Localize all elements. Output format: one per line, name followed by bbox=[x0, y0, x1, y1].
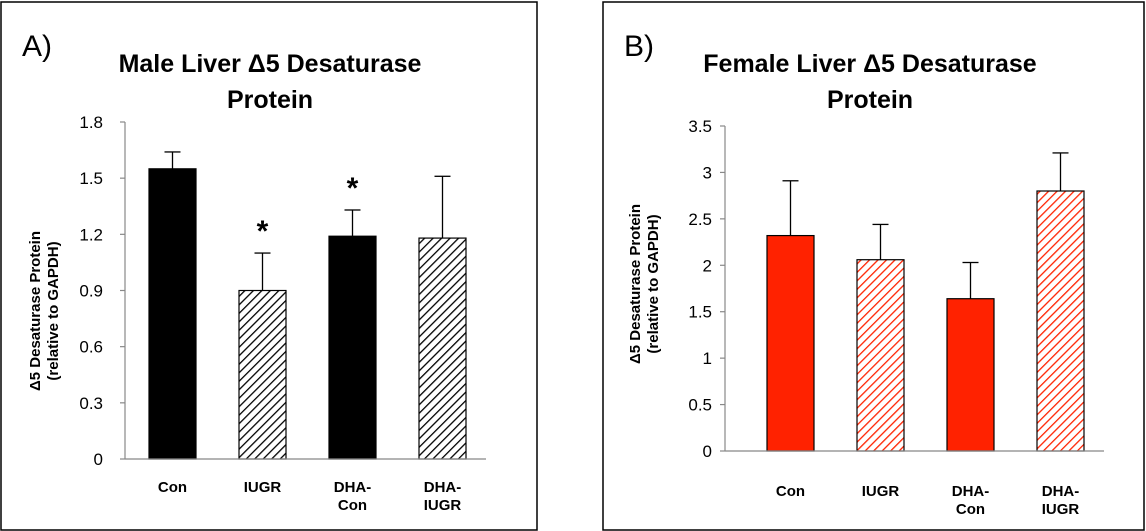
y-axis-label-line-1: Δ5 Desaturase Protein bbox=[27, 231, 44, 391]
y-tick-label: 1.2 bbox=[79, 225, 103, 244]
panel-label: B) bbox=[624, 30, 654, 63]
y-tick-label: 0.6 bbox=[79, 338, 103, 357]
x-tick-label: IUGR bbox=[1042, 501, 1080, 518]
y-tick-label: 3 bbox=[703, 163, 712, 182]
y-tick-label: 1.5 bbox=[688, 303, 712, 322]
significance-marker: * bbox=[257, 215, 269, 248]
y-tick-label: 0.9 bbox=[79, 282, 103, 301]
y-tick-label: 1.8 bbox=[79, 113, 103, 132]
y-tick-label: 0 bbox=[703, 442, 712, 461]
bar bbox=[328, 235, 377, 460]
x-tick-label: Con bbox=[158, 479, 187, 496]
y-axis-label-line-2: (relative to GAPDH) bbox=[645, 214, 662, 353]
chart-panel-female: B) Female Liver Δ5 Desaturase Protein Δ5… bbox=[602, 1, 1145, 531]
chart-title-line-2: Protein bbox=[227, 86, 313, 114]
x-tick-label: DHA- bbox=[1042, 483, 1080, 500]
chart-panel-male: A) Male Liver Δ5 Desaturase Protein Δ5 D… bbox=[0, 1, 538, 531]
bar bbox=[766, 234, 815, 452]
x-tick-label: IUGR bbox=[244, 479, 282, 496]
x-tick-label: IUGR bbox=[424, 497, 462, 514]
x-tick-label: Con bbox=[776, 483, 805, 500]
bars bbox=[766, 152, 1085, 452]
y-tick-label: 3.5 bbox=[688, 117, 712, 136]
x-tick-label: DHA- bbox=[334, 479, 372, 496]
chart-title-line-2: Protein bbox=[827, 86, 913, 114]
bar bbox=[856, 259, 905, 452]
chart-title-line-1: Female Liver Δ5 Desaturase bbox=[703, 50, 1037, 78]
x-tick-label: IUGR bbox=[862, 483, 900, 500]
x-tick-label: Con bbox=[956, 501, 985, 518]
x-tick-label: DHA- bbox=[424, 479, 462, 496]
y-axis: 0 0.5 1 1.5 2 2.5 3 3.5 bbox=[688, 117, 726, 461]
y-axis-label-line-1: Δ5 Desaturase Protein bbox=[627, 204, 644, 364]
y-tick-label: 1.5 bbox=[79, 169, 103, 188]
y-tick-label: 2.5 bbox=[688, 210, 712, 229]
y-axis-label-line-2: (relative to GAPDH) bbox=[45, 241, 62, 380]
x-tick-label: DHA- bbox=[952, 483, 990, 500]
y-tick-label: 0.5 bbox=[688, 396, 712, 415]
x-tick-label: Con bbox=[338, 497, 367, 514]
bar bbox=[418, 237, 467, 460]
y-axis: 0 0.3 0.6 0.9 1.2 1.5 1.8 bbox=[79, 113, 126, 469]
bar bbox=[148, 168, 197, 460]
bar bbox=[238, 289, 287, 460]
bar bbox=[1036, 190, 1085, 452]
y-tick-label: 0 bbox=[94, 450, 103, 469]
y-tick-label: 1 bbox=[703, 349, 712, 368]
bar bbox=[946, 298, 995, 452]
bars: ** bbox=[148, 151, 467, 460]
y-tick-label: 2 bbox=[703, 256, 712, 275]
y-tick-label: 0.3 bbox=[79, 394, 103, 413]
significance-marker: * bbox=[347, 172, 359, 205]
panel-label: A) bbox=[22, 30, 52, 63]
chart-title-line-1: Male Liver Δ5 Desaturase bbox=[119, 50, 422, 78]
